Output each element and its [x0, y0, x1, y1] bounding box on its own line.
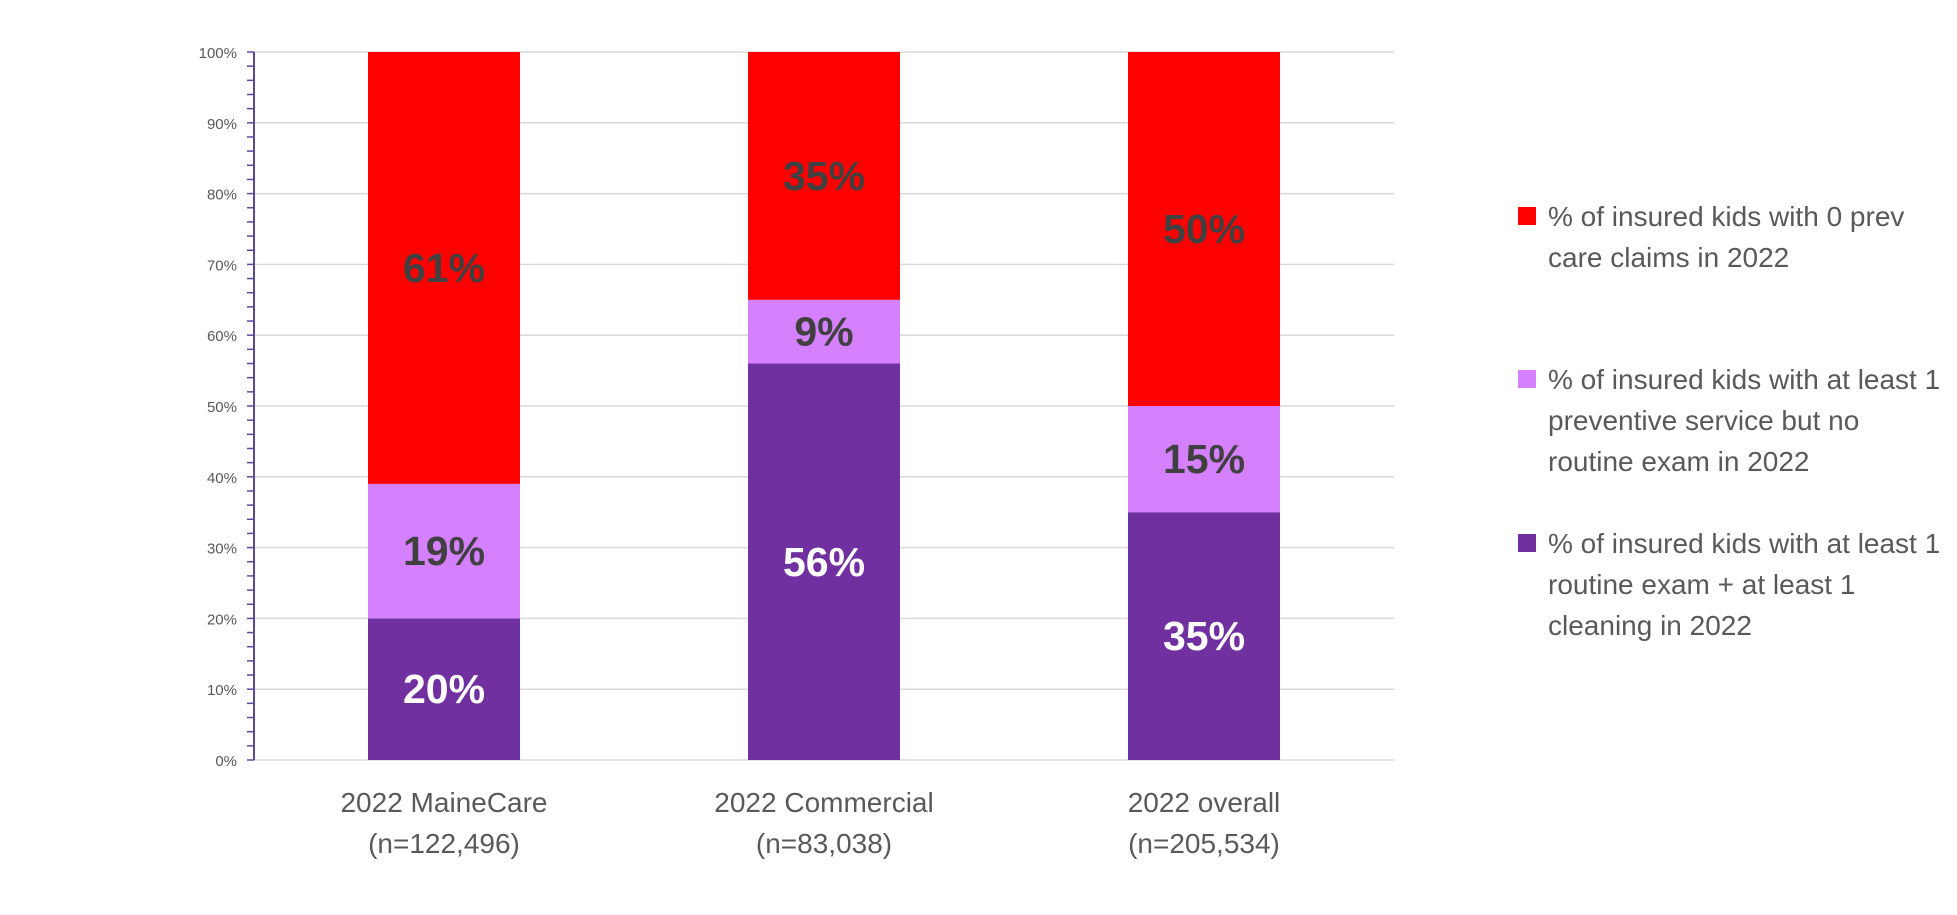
legend-label-exam-and-cleaning: % of insured kids with at least 1 routin…: [1548, 528, 1941, 641]
bar-data-label: 9%: [794, 309, 853, 355]
legend-item-preventive-no-exam: % of insured kids with at least 1 preven…: [1518, 359, 1948, 482]
bar-segment: [748, 363, 900, 760]
bars: [368, 52, 1280, 760]
y-tick-label: 20%: [207, 611, 237, 628]
x-category-sublabel: (n=122,496): [368, 828, 520, 859]
y-tick-label: 50%: [207, 399, 237, 416]
bar-data-label: 35%: [1163, 613, 1245, 659]
y-tick-label: 70%: [207, 257, 237, 274]
y-tick-label: 30%: [207, 541, 237, 558]
bar-data-label: 15%: [1163, 436, 1245, 482]
legend-item-no-prev-care: % of insured kids with 0 prev care claim…: [1518, 196, 1948, 278]
data-labels: 20% 19% 61% 56% 9% 35% 35% 15% 50%: [403, 153, 1245, 712]
legend-item-exam-and-cleaning: % of insured kids with at least 1 routin…: [1518, 523, 1948, 646]
bar-segment: [368, 483, 520, 619]
x-category-sublabel: (n=83,038): [756, 828, 892, 859]
legend-swatch-preventive-no-exam: [1518, 370, 1536, 388]
y-tick-label: 100%: [199, 45, 237, 62]
y-axis: 0% 10% 20% 30% 40% 50% 60% 70% 80% 90% 100%: [199, 45, 255, 770]
legend-label-no-prev-care: % of insured kids with 0 prev care claim…: [1548, 201, 1905, 273]
legend-swatch-no-prev-care: [1518, 207, 1536, 225]
bar-data-label: 50%: [1163, 206, 1245, 252]
bar-segment: [1128, 512, 1280, 760]
y-tick-label: 60%: [207, 328, 237, 345]
legend-swatch-exam-and-cleaning: [1518, 534, 1536, 552]
x-axis-labels: 2022 MaineCare (n=122,496) 2022 Commercial…: [340, 787, 1280, 859]
bar-segment: [368, 618, 520, 760]
bar-segment: [1128, 52, 1280, 406]
legend-label-preventive-no-exam: % of insured kids with at least 1 preven…: [1548, 364, 1941, 477]
bar-data-label: 19%: [403, 528, 485, 574]
x-category-label: 2022 Commercial: [714, 787, 933, 818]
bar-segment: [748, 299, 900, 364]
bar-segment: [1128, 406, 1280, 513]
y-tick-label: 40%: [207, 470, 237, 487]
x-category-label: 2022 MaineCare: [340, 787, 547, 818]
x-category-sublabel: (n=205,534): [1128, 828, 1280, 859]
y-tick-label: 90%: [207, 116, 237, 133]
bar-data-label: 35%: [783, 153, 865, 199]
y-tick-label: 80%: [207, 187, 237, 204]
bar-segment: [368, 52, 520, 484]
x-category-label: 2022 overall: [1128, 787, 1281, 818]
y-tick-label: 0%: [215, 753, 237, 770]
y-tick-label: 10%: [207, 682, 237, 699]
bar-data-label: 61%: [403, 245, 485, 291]
bar-segment: [748, 52, 900, 300]
bar-data-label: 20%: [403, 666, 485, 712]
bar-data-label: 56%: [783, 539, 865, 585]
